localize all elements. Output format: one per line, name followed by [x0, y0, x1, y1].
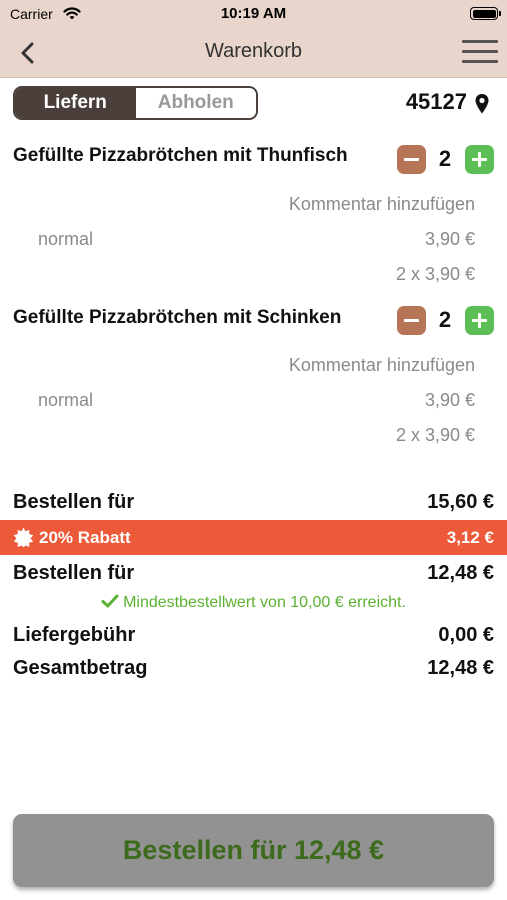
- status-time: 10:19 AM: [220, 5, 287, 22]
- item-unit-price: 3,90 €: [424, 229, 475, 249]
- item-line-total: 2 x 3,90 €: [395, 425, 475, 445]
- wifi-icon: [63, 7, 81, 20]
- quantity-value: 2: [438, 146, 452, 171]
- grand-total-value: 12,48 €: [427, 657, 494, 679]
- chevron-left-icon[interactable]: [14, 38, 44, 68]
- quantity-increase-button[interactable]: [465, 306, 494, 335]
- discount-badge-icon: [13, 527, 34, 548]
- hamburger-menu-icon[interactable]: [462, 40, 498, 66]
- navigation-bar: Warenkorb: [0, 28, 507, 78]
- discount-value: 3,12 €: [446, 528, 494, 547]
- delivery-fee-label: Liefergebühr: [13, 624, 136, 646]
- min-order-text: Mindestbestellwert von 10,00 € erreicht.: [123, 594, 406, 611]
- add-comment-link[interactable]: Kommentar hinzufügen: [288, 355, 475, 375]
- add-comment-link[interactable]: Kommentar hinzufügen: [288, 194, 475, 214]
- segment-abholen[interactable]: Abholen: [135, 88, 256, 118]
- delivery-fee-value: 0,00 €: [438, 624, 494, 646]
- segment-liefern[interactable]: Liefern: [15, 88, 136, 118]
- quantity-decrease-button[interactable]: [397, 306, 426, 335]
- status-bar: Carrier 10:19 AM: [0, 0, 507, 28]
- item-name: Gefüllte Pizzabrötchen mit Thunfisch: [13, 145, 348, 166]
- checkmark-icon: [101, 594, 119, 608]
- quantity-value: 2: [438, 307, 452, 332]
- quantity-decrease-button[interactable]: [397, 145, 426, 174]
- battery-icon: [470, 7, 501, 20]
- grand-total-label: Gesamtbetrag: [13, 657, 148, 679]
- item-line-total: 2 x 3,90 €: [395, 264, 475, 284]
- delivery-mode-toggle: Liefern Abholen: [13, 86, 258, 120]
- carrier-label: Carrier: [10, 6, 53, 22]
- item-unit-price: 3,90 €: [424, 390, 475, 410]
- location-pin-icon[interactable]: [474, 93, 490, 115]
- subtotal-value: 15,60 €: [427, 491, 494, 513]
- minus-icon: [404, 319, 419, 322]
- discount-label: 20% Rabatt: [39, 528, 131, 547]
- discounted-total-label: Bestellen für: [13, 562, 135, 584]
- subtotal-label: Bestellen für: [13, 491, 135, 513]
- minus-icon: [404, 158, 419, 161]
- postcode-label[interactable]: 45127: [405, 89, 467, 114]
- place-order-button[interactable]: Bestellen für 12,48 €: [13, 814, 494, 887]
- min-order-note: Mindestbestellwert von 10,00 € erreicht.: [0, 594, 507, 612]
- quantity-increase-button[interactable]: [465, 145, 494, 174]
- discount-banner: 20% Rabatt 3,12 €: [0, 520, 507, 555]
- page-title: Warenkorb: [204, 40, 303, 62]
- item-name: Gefüllte Pizzabrötchen mit Schinken: [13, 307, 342, 328]
- place-order-label: Bestellen für 12,48 €: [122, 835, 385, 865]
- discounted-total-value: 12,48 €: [427, 562, 494, 584]
- item-variant: normal: [38, 390, 94, 410]
- item-variant: normal: [38, 229, 94, 249]
